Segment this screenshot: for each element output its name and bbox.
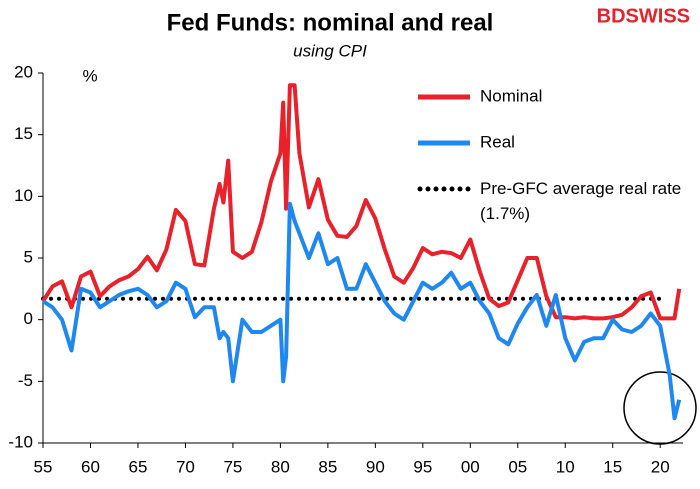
x-tick-label: 85 [318,457,337,476]
y-tick-label: -10 [8,432,33,451]
x-tick-label: 75 [223,457,242,476]
x-tick-label: 65 [128,457,147,476]
y-tick-label: 20 [14,62,33,81]
legend-label: Nominal [480,86,542,105]
chart-subtitle: using CPI [293,41,367,60]
legend-label: Pre-GFC average real rate (1.7%) [480,179,682,223]
x-tick-label: 95 [413,457,432,476]
x-tick-label: 15 [603,457,622,476]
highlight-circle [623,371,697,445]
x-tick-label: 10 [556,457,575,476]
series-line [41,201,682,421]
y-tick-label: 0 [24,309,33,328]
y-axis-label: % [82,66,97,85]
y-tick-label: 5 [24,247,33,266]
x-tick-label: 20 [651,457,670,476]
y-tick-label: -5 [18,371,33,390]
x-tick-label: 05 [508,457,527,476]
x-tick-label: 60 [81,457,100,476]
x-tick-label: 00 [461,457,480,476]
x-tick-label: 70 [176,457,195,476]
x-tick-label: 80 [271,457,290,476]
y-tick-label: 15 [14,124,33,143]
x-tick-label: 90 [366,457,385,476]
x-tick-label: 55 [34,457,53,476]
series-line [41,83,682,321]
chart-title: Fed Funds: nominal and real [167,9,494,36]
y-tick-label: 10 [14,186,33,205]
legend-label: Real [480,132,515,151]
brand-logo: BDSWISS [597,5,690,27]
